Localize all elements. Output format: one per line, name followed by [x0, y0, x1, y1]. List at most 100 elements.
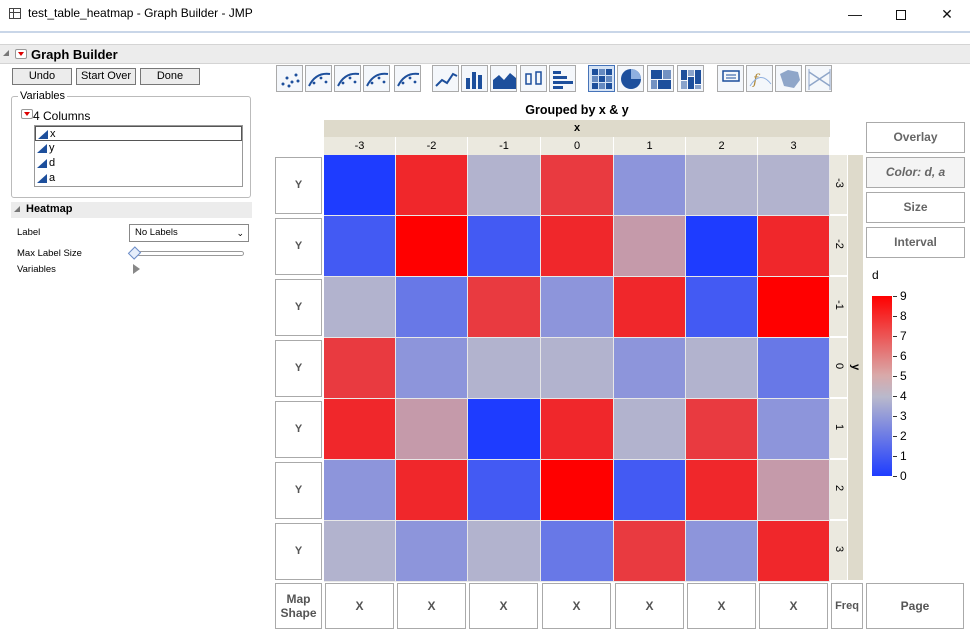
max-label-size-slider[interactable]: [133, 251, 244, 256]
y-drop-zone[interactable]: Y: [275, 157, 322, 214]
heatmap-cell[interactable]: [614, 338, 686, 399]
heatmap-cell[interactable]: [686, 460, 758, 521]
caption-box-icon[interactable]: [717, 65, 744, 92]
interval-drop-zone[interactable]: Interval: [866, 227, 965, 258]
heatmap-cell[interactable]: [686, 277, 758, 338]
ellipse-icon[interactable]: [363, 65, 390, 92]
heatmap-cell[interactable]: [614, 155, 686, 216]
y-drop-zone[interactable]: Y: [275, 401, 322, 458]
heatmap-cell[interactable]: [758, 155, 830, 216]
heatmap-cell[interactable]: [541, 155, 614, 216]
size-drop-zone[interactable]: Size: [866, 192, 965, 223]
heatmap-cell[interactable]: [468, 399, 541, 460]
maximize-button[interactable]: [878, 0, 924, 28]
formula-icon[interactable]: f: [746, 65, 773, 92]
minimize-button[interactable]: —: [832, 0, 878, 28]
close-button[interactable]: ✕: [924, 0, 970, 28]
y-drop-zone[interactable]: Y: [275, 340, 322, 397]
heatmap-cell[interactable]: [614, 216, 686, 277]
overlay-drop-zone[interactable]: Overlay: [866, 122, 965, 153]
map-shapes-icon[interactable]: [775, 65, 802, 92]
heatmap-cell[interactable]: [541, 399, 614, 460]
heatmap-cell[interactable]: [758, 521, 830, 582]
heatmap-cell[interactable]: [686, 338, 758, 399]
x-drop-zone[interactable]: X: [397, 583, 466, 629]
heatmap-cell[interactable]: [758, 216, 830, 277]
heatmap-cell[interactable]: [686, 399, 758, 460]
heatmap-panel-header[interactable]: Heatmap: [11, 202, 252, 218]
area-icon[interactable]: [490, 65, 517, 92]
freq-drop-zone[interactable]: Freq: [831, 583, 863, 629]
line-of-fit-icon[interactable]: [334, 65, 361, 92]
heatmap-cell[interactable]: [758, 338, 830, 399]
heatmap-cell[interactable]: [396, 277, 468, 338]
heatmap-cell[interactable]: [468, 216, 541, 277]
red-triangle-menu-icon[interactable]: [15, 49, 27, 59]
disclosure-icon[interactable]: [3, 50, 9, 56]
heatmap-cell[interactable]: [468, 521, 541, 582]
expand-arrow-icon[interactable]: [133, 264, 140, 274]
disclosure-icon[interactable]: [14, 206, 20, 212]
heatmap-cell[interactable]: [468, 460, 541, 521]
heatmap-cell[interactable]: [468, 338, 541, 399]
heatmap-cell[interactable]: [396, 155, 468, 216]
heatmap-cell[interactable]: [686, 521, 758, 582]
heatmap-cell[interactable]: [396, 399, 468, 460]
heatmap-cell[interactable]: [324, 155, 396, 216]
column-item-a[interactable]: a: [35, 171, 242, 186]
x-drop-zone[interactable]: X: [542, 583, 611, 629]
done-button[interactable]: Done: [140, 68, 200, 85]
heatmap-cell[interactable]: [541, 521, 614, 582]
start-over-button[interactable]: Start Over: [76, 68, 136, 85]
bar-icon[interactable]: [461, 65, 488, 92]
heatmap-cell[interactable]: [686, 155, 758, 216]
heatmap-cell[interactable]: [324, 216, 396, 277]
pie-icon[interactable]: [617, 65, 644, 92]
contour-icon[interactable]: [394, 65, 421, 92]
label-select[interactable]: No Labels ⌄: [129, 224, 249, 242]
page-drop-zone[interactable]: Page: [866, 583, 964, 629]
heatmap-cell[interactable]: [324, 399, 396, 460]
treemap-icon[interactable]: [647, 65, 674, 92]
y-drop-zone[interactable]: Y: [275, 218, 322, 275]
heatmap-cell[interactable]: [614, 460, 686, 521]
heatmap-cell[interactable]: [396, 216, 468, 277]
column-item-x[interactable]: x: [35, 126, 242, 141]
heatmap-cell[interactable]: [468, 277, 541, 338]
heatmap-cell[interactable]: [324, 277, 396, 338]
heatmap-cell[interactable]: [758, 399, 830, 460]
parallel-icon[interactable]: [805, 65, 832, 92]
heatmap-icon[interactable]: [588, 65, 615, 92]
column-item-y[interactable]: y: [35, 141, 242, 156]
x-drop-zone[interactable]: X: [759, 583, 828, 629]
points-icon[interactable]: [276, 65, 303, 92]
heatmap-cell[interactable]: [396, 460, 468, 521]
y-drop-zone[interactable]: Y: [275, 462, 322, 519]
heatmap-cell[interactable]: [614, 521, 686, 582]
heatmap-cell[interactable]: [324, 460, 396, 521]
heatmap-cell[interactable]: [396, 521, 468, 582]
smoother-icon[interactable]: [305, 65, 332, 92]
heatmap-cell[interactable]: [758, 460, 830, 521]
x-axis-group-label[interactable]: x: [324, 120, 830, 137]
columns-menu-icon[interactable]: [21, 109, 33, 119]
histogram-icon[interactable]: [549, 65, 576, 92]
x-drop-zone[interactable]: X: [615, 583, 684, 629]
heatmap-cell[interactable]: [324, 521, 396, 582]
heatmap-cell[interactable]: [686, 216, 758, 277]
y-axis-group-band[interactable]: y: [848, 155, 863, 580]
box-plot-icon[interactable]: [520, 65, 547, 92]
heatmap-cell[interactable]: [541, 216, 614, 277]
heatmap-cell[interactable]: [541, 338, 614, 399]
column-list[interactable]: x y d a: [34, 125, 243, 187]
color-drop-zone[interactable]: Color: d, a: [866, 157, 965, 188]
heatmap-cell[interactable]: [614, 399, 686, 460]
heatmap-cell[interactable]: [758, 277, 830, 338]
heatmap-cell[interactable]: [396, 338, 468, 399]
line-icon[interactable]: [432, 65, 459, 92]
mosaic-icon[interactable]: [677, 65, 704, 92]
slider-thumb[interactable]: [127, 246, 142, 260]
x-drop-zone[interactable]: X: [687, 583, 756, 629]
undo-button[interactable]: Undo: [12, 68, 72, 85]
column-item-d[interactable]: d: [35, 156, 242, 171]
